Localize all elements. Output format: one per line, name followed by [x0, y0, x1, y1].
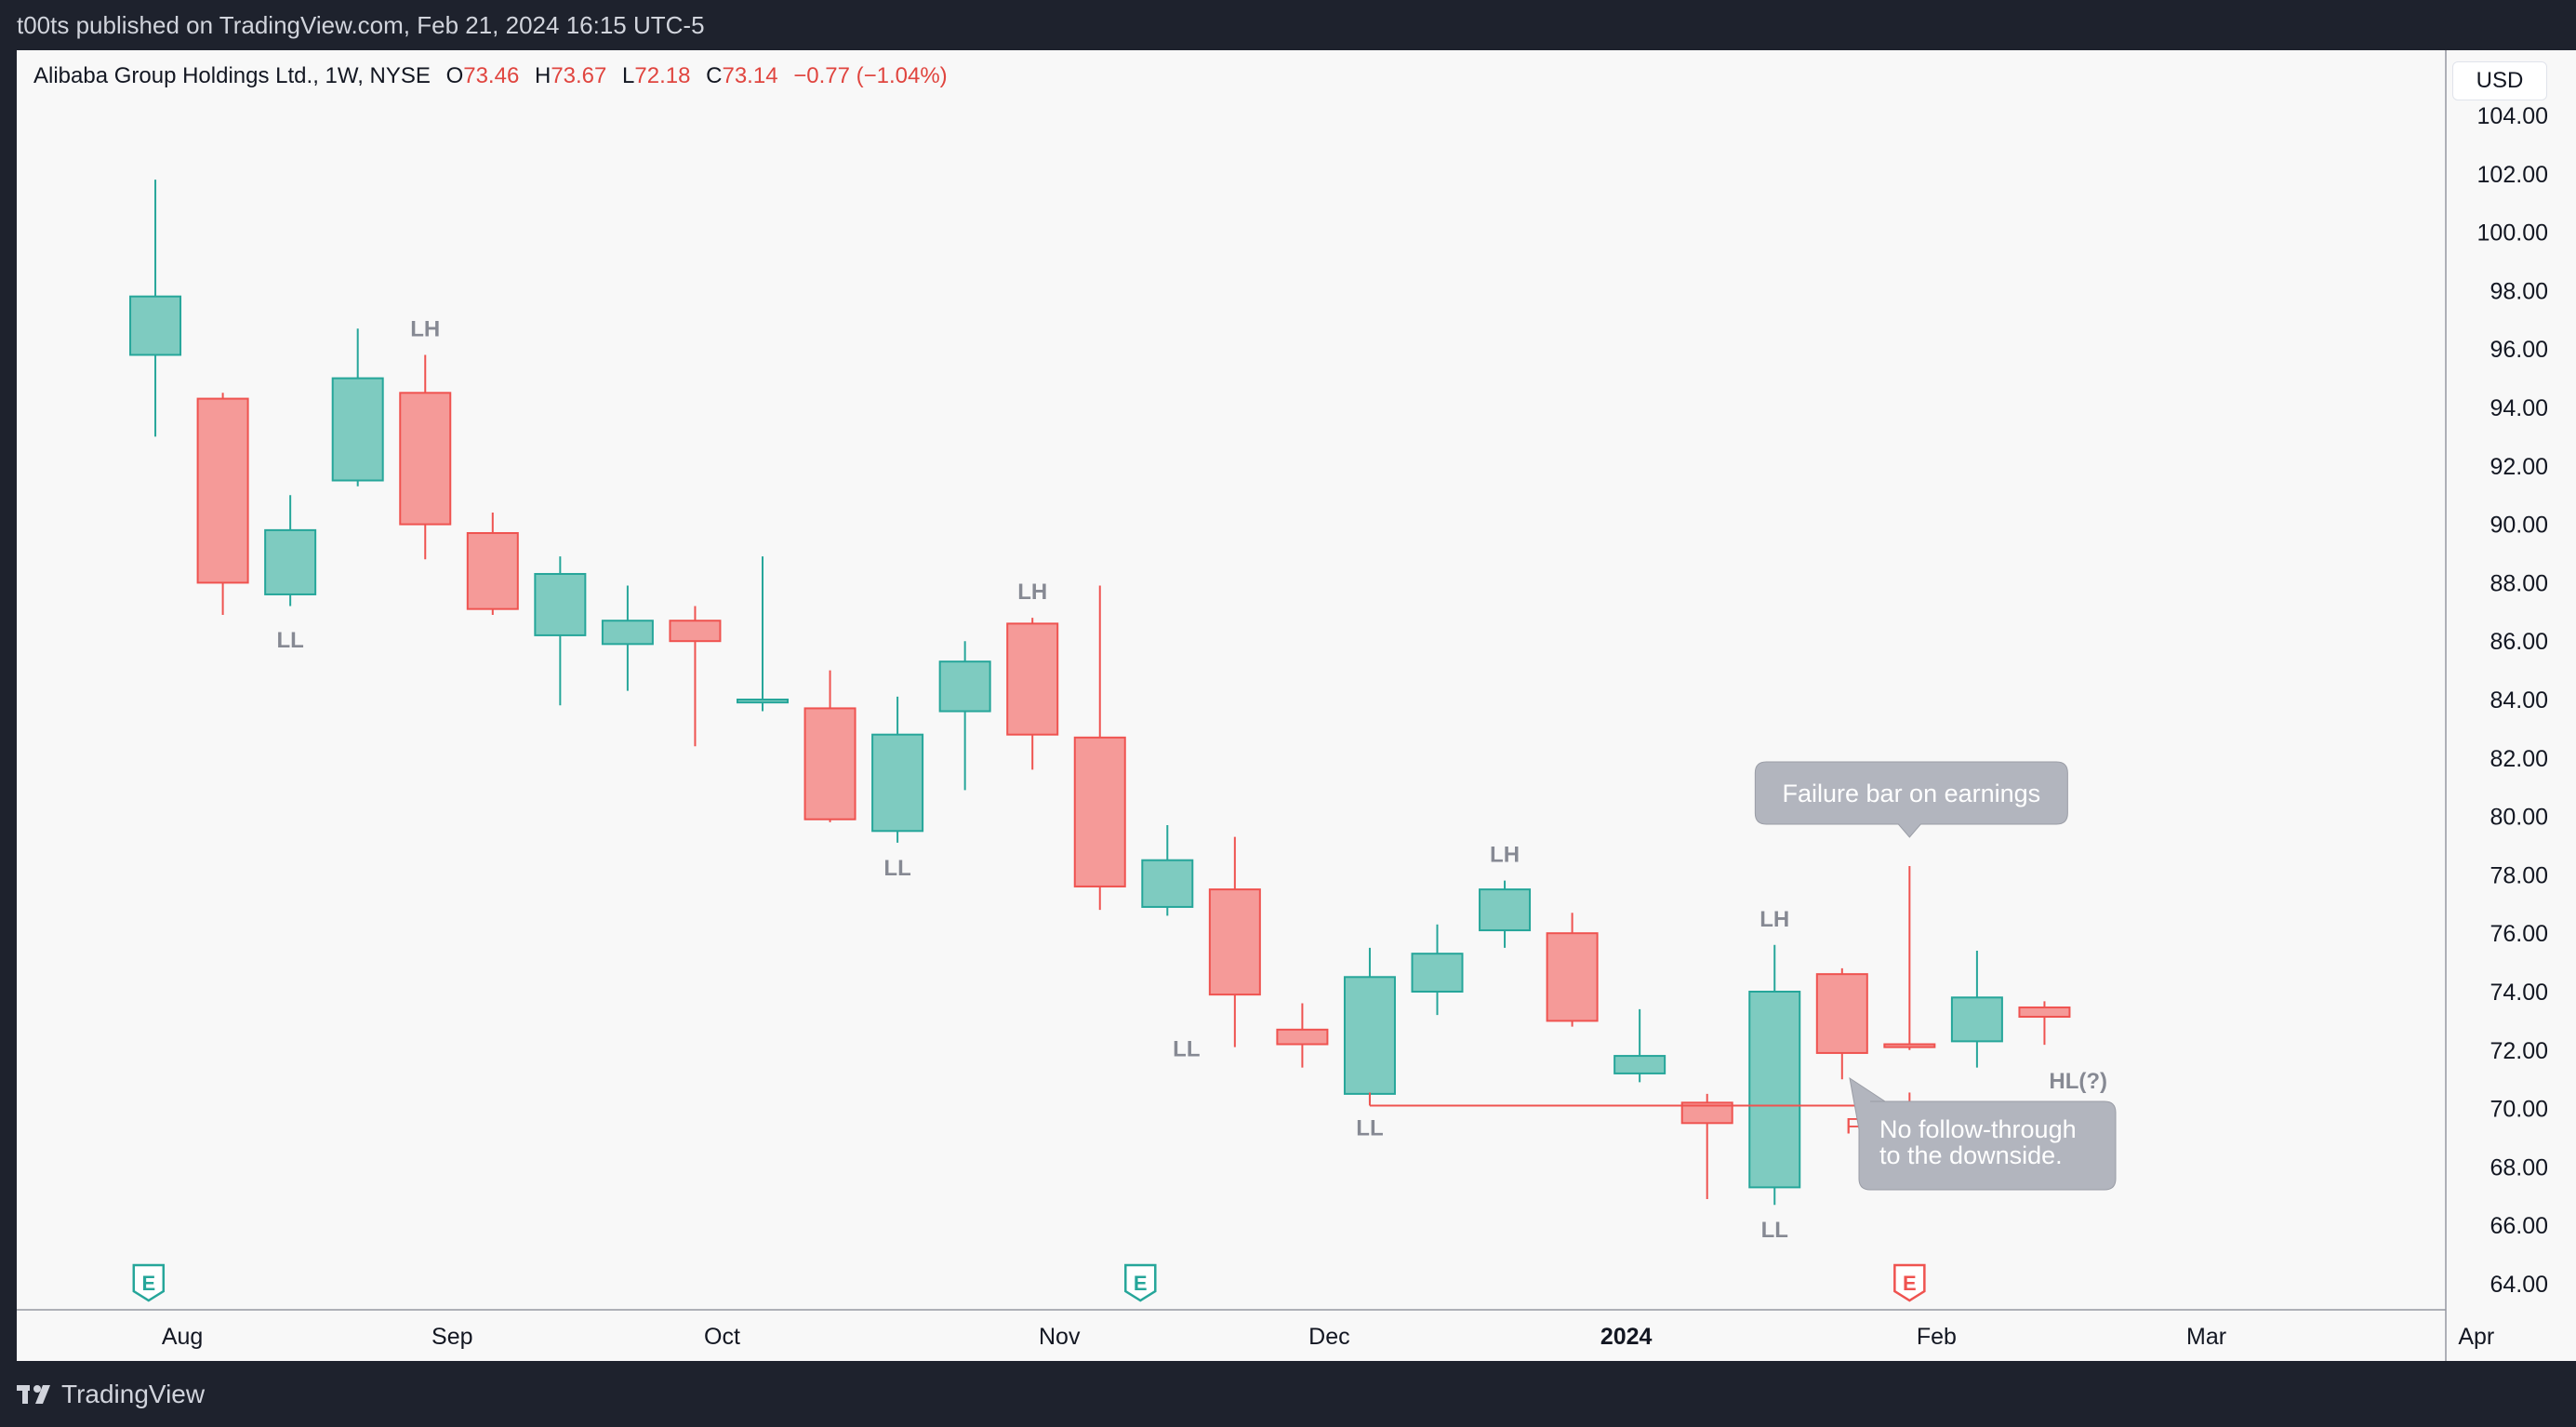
price-tick-label: 64.00: [2490, 1272, 2548, 1298]
swing-label: LL: [1173, 1037, 1200, 1062]
swing-label: LH: [1759, 907, 1789, 932]
candle-body[interactable]: [871, 733, 924, 833]
high-label: H: [534, 63, 551, 88]
price-tick-label: 98.00: [2490, 278, 2548, 304]
time-tick-label: Feb: [1917, 1324, 1957, 1350]
candle-body[interactable]: [331, 377, 384, 482]
candle-body[interactable]: [2018, 1006, 2071, 1019]
callout-bubble[interactable]: [1754, 761, 2068, 838]
price-tick-label: 100.00: [2477, 220, 2548, 247]
price-tick-label: 90.00: [2490, 513, 2548, 539]
callout-bubble[interactable]: [1849, 1076, 2117, 1191]
candle-body[interactable]: [1479, 888, 1532, 932]
callout-text: No follow-through: [1879, 1115, 2077, 1143]
candle-body[interactable]: [938, 660, 991, 713]
price-tick-label: 88.00: [2490, 570, 2548, 596]
price-tick-label: 92.00: [2490, 454, 2548, 480]
candle-body[interactable]: [196, 397, 249, 584]
price-tick-label: 70.00: [2490, 1097, 2548, 1123]
time-tick-label: Mar: [2186, 1324, 2226, 1350]
price-tick-label: 76.00: [2490, 921, 2548, 947]
candle-body[interactable]: [1613, 1055, 1666, 1074]
swing-label: HL(?): [2049, 1069, 2107, 1094]
price-tick-label: 84.00: [2490, 687, 2548, 714]
candle-body[interactable]: [1815, 973, 1868, 1054]
footer-bar: TradingView: [0, 1361, 2576, 1427]
close-value: 73.14: [722, 63, 778, 88]
candle-body[interactable]: [1073, 736, 1126, 887]
price-tick-label: 68.00: [2490, 1154, 2548, 1180]
price-tick-label: 66.00: [2490, 1213, 2548, 1239]
candle-body[interactable]: [534, 572, 587, 636]
candle-body[interactable]: [1411, 953, 1464, 993]
price-tick-label: 86.00: [2490, 629, 2548, 655]
open-value: 73.46: [463, 63, 520, 88]
swing-label: LL: [1356, 1115, 1383, 1140]
candle-body[interactable]: [1748, 991, 1801, 1189]
candle-body[interactable]: [737, 699, 789, 704]
symbol-title: Alibaba Group Holdings Ltd., 1W, NYSE: [33, 63, 431, 88]
low-value: 72.18: [634, 63, 691, 88]
callout-text: Failure bar on earnings: [1783, 780, 2041, 807]
close-label: C: [706, 63, 723, 88]
tradingview-logo-icon[interactable]: [17, 1385, 58, 1406]
candle-body[interactable]: [1680, 1101, 1733, 1125]
change-value: −0.77 (−1.04%): [793, 63, 948, 88]
candle-body[interactable]: [1883, 1043, 1936, 1048]
candle-body[interactable]: [1006, 622, 1059, 736]
candle-body[interactable]: [803, 707, 856, 820]
publish-info-bar: t00ts published on TradingView.com, Feb …: [0, 0, 2576, 50]
earnings-marker-label: E: [1134, 1272, 1148, 1295]
publish-info: t00ts published on TradingView.com, Feb …: [17, 11, 705, 39]
swing-label: LH: [1017, 580, 1047, 605]
price-tick-label: 72.00: [2490, 1038, 2548, 1064]
swing-label: LL: [1761, 1218, 1788, 1243]
symbol-legend: Alibaba Group Holdings Ltd., 1W, NYSE O7…: [33, 63, 948, 89]
candle-body[interactable]: [1343, 976, 1396, 1095]
time-tick-label: Apr: [2458, 1324, 2494, 1350]
swing-label: LH: [410, 316, 440, 341]
earnings-marker-icon[interactable]: [1124, 1263, 1157, 1302]
open-label: O: [445, 63, 464, 88]
time-tick-label: Aug: [162, 1324, 203, 1350]
price-tick-label: 96.00: [2490, 337, 2548, 363]
time-tick-label: Dec: [1308, 1324, 1349, 1350]
candle-body[interactable]: [1546, 932, 1599, 1022]
swing-label: LH: [1490, 843, 1520, 868]
candle-body[interactable]: [1276, 1028, 1329, 1046]
low-label: L: [622, 63, 635, 88]
callout-text: to the downside.: [1879, 1141, 2063, 1169]
swing-label: LL: [883, 856, 910, 881]
time-tick-label: Nov: [1039, 1324, 1081, 1350]
swing-label: LL: [276, 628, 303, 653]
brand-name[interactable]: TradingView: [61, 1380, 206, 1408]
candle-body[interactable]: [1208, 888, 1261, 996]
candle-body[interactable]: [466, 532, 519, 610]
time-tick-label: 2024: [1600, 1324, 1653, 1350]
price-chart[interactable]: 64.00 66.00 68.00 70.00 72.00 74.00 76.00 78.00…: [17, 50, 2576, 1361]
price-tick-label: 102.00: [2477, 162, 2548, 188]
candle-body[interactable]: [669, 620, 722, 643]
earnings-marker-label: E: [141, 1272, 155, 1295]
price-tick-label: 94.00: [2490, 395, 2548, 421]
candle-body[interactable]: [1141, 859, 1194, 908]
candle-body[interactable]: [264, 528, 317, 595]
time-tick-label: Oct: [704, 1324, 740, 1350]
price-tick-label: 82.00: [2490, 746, 2548, 772]
currency-button[interactable]: USD: [2452, 61, 2547, 100]
earnings-marker-icon[interactable]: [1893, 1263, 1926, 1302]
candle-body[interactable]: [129, 295, 182, 356]
candle-body[interactable]: [1950, 996, 2003, 1043]
high-value: 73.67: [551, 63, 607, 88]
time-tick-label: Sep: [432, 1324, 472, 1350]
price-tick-label: 80.00: [2490, 805, 2548, 831]
price-tick-label: 78.00: [2490, 862, 2548, 888]
earnings-marker-icon[interactable]: [132, 1263, 166, 1302]
earnings-marker-label: E: [1903, 1272, 1917, 1295]
price-tick-label: 104.00: [2477, 103, 2548, 129]
candle-body[interactable]: [601, 620, 654, 646]
candle-body[interactable]: [399, 392, 452, 526]
chart-panel[interactable]: 64.00 66.00 68.00 70.00 72.00 74.00 76.00 78.00…: [17, 50, 2576, 1361]
price-tick-label: 74.00: [2490, 980, 2548, 1006]
